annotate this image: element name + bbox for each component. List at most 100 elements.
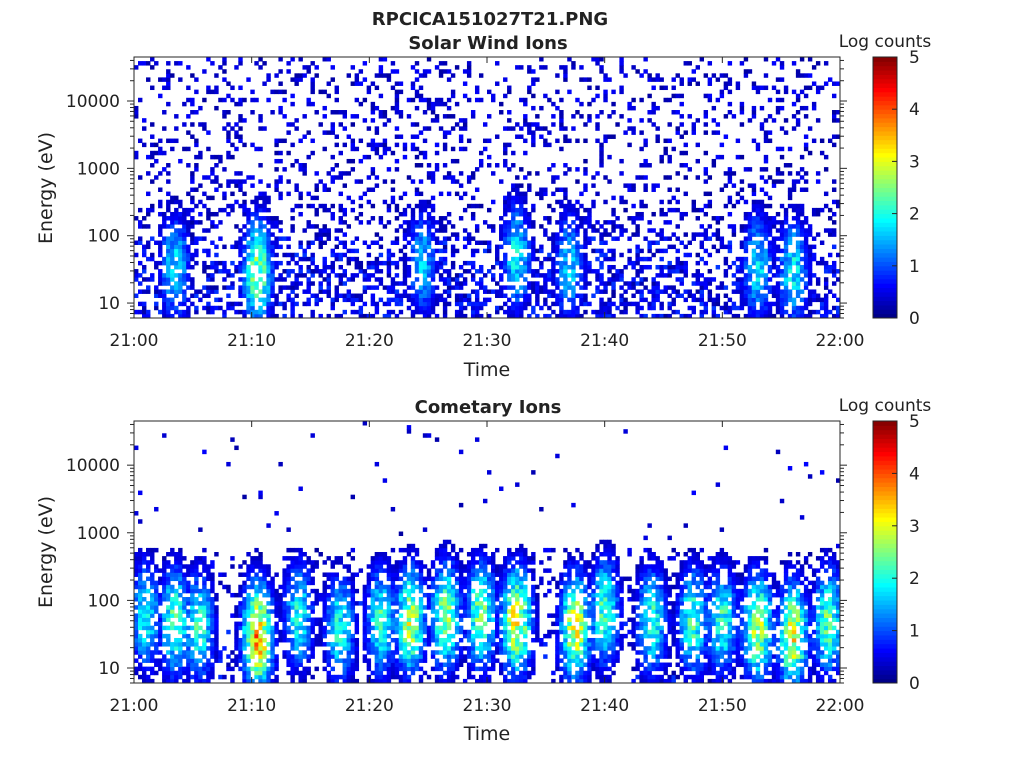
spectrogram-cell <box>358 203 364 209</box>
spectrogram-cell <box>358 260 364 266</box>
spectrogram-cell <box>507 313 512 319</box>
spectrogram-cell <box>555 240 560 245</box>
spectrogram-cell <box>250 297 255 303</box>
spectrogram-cell <box>246 670 251 676</box>
spectrogram-cell <box>198 122 203 127</box>
spectrogram-cell <box>198 211 203 217</box>
spectrogram-cell <box>454 273 460 278</box>
spectrogram-cell <box>759 199 765 205</box>
spectrogram-cell <box>599 309 604 315</box>
spectrogram-cell <box>242 232 247 237</box>
spectrogram-cell <box>603 73 608 78</box>
spectrogram-cell <box>174 236 179 241</box>
spectrogram-cell <box>751 114 757 119</box>
spectrogram-cell <box>527 301 532 307</box>
spectrogram-cell <box>495 260 500 266</box>
spectrogram-cell <box>182 289 187 294</box>
spectrogram-cell <box>202 576 207 582</box>
spectrogram-cell <box>230 678 235 684</box>
spectrogram-cell <box>338 122 343 127</box>
spectrogram-cell <box>739 289 745 294</box>
spectrogram-cell <box>458 281 464 286</box>
spectrogram-cell <box>819 150 825 156</box>
spectrogram-cell <box>326 678 331 684</box>
spectrogram-cell <box>218 236 223 241</box>
spectrogram-cell <box>743 301 749 307</box>
spectrogram-cell <box>322 183 327 188</box>
spectrogram-cell <box>310 313 315 319</box>
spectrogram-cell <box>274 158 279 164</box>
spectrogram-cell <box>410 285 416 290</box>
spectrogram-cell <box>370 81 376 86</box>
colorbar-label: Log counts <box>839 32 932 52</box>
spectrogram-cell <box>599 232 604 237</box>
spectrogram-cell <box>727 297 733 303</box>
spectrogram-cell <box>234 642 239 647</box>
spectrogram-cell <box>511 220 516 225</box>
spectrogram-cell <box>515 228 520 233</box>
spectrogram-cell <box>482 289 488 294</box>
spectrogram-cell <box>282 637 287 643</box>
spectrogram-cell <box>274 637 279 643</box>
spectrogram-cell <box>723 305 729 311</box>
spectrogram-cell <box>246 256 251 262</box>
spectrogram-cell <box>767 309 773 315</box>
spectrogram-cell <box>282 285 287 290</box>
spectrogram-cell <box>775 110 781 115</box>
spectrogram-cell <box>579 273 584 278</box>
spectrogram-cell <box>210 625 215 631</box>
spectrogram-cell <box>214 305 219 311</box>
spectrogram-cell <box>759 232 765 237</box>
spectrogram-cell <box>531 273 536 278</box>
spectrogram-cell <box>595 138 600 144</box>
spectrogram-cell <box>354 248 360 254</box>
spectrogram-cell <box>667 264 672 270</box>
spectrogram-cell <box>767 289 773 294</box>
spectrogram-cell <box>575 167 580 172</box>
spectrogram-cell <box>170 73 175 78</box>
spectrogram-cell <box>254 211 259 217</box>
spectrogram-cell <box>659 236 664 241</box>
spectrogram-cell <box>294 588 299 594</box>
spectrogram-cell <box>382 150 388 156</box>
spectrogram-cell <box>691 130 696 135</box>
spectrogram-cell <box>282 167 287 172</box>
spectrogram-cell <box>322 130 327 135</box>
spectrogram-cell <box>174 654 179 659</box>
spectrogram-cell <box>258 232 263 237</box>
spectrogram-cell <box>186 277 191 282</box>
spectrogram-cell <box>390 69 396 74</box>
spectrogram-cell <box>306 625 311 631</box>
spectrogram-cell <box>146 576 151 582</box>
spectrogram-cell <box>619 114 624 119</box>
spectrogram-cell <box>318 244 323 250</box>
spectrogram-cell <box>563 236 568 241</box>
spectrogram-cell <box>254 207 259 213</box>
spectrogram-cell <box>158 568 163 573</box>
spectrogram-cell <box>595 277 600 282</box>
spectrogram-cell <box>491 224 496 229</box>
spectrogram-cell <box>779 154 785 160</box>
spectrogram-cell <box>543 191 548 197</box>
spectrogram-cell <box>458 118 464 123</box>
spectrogram-cell <box>238 228 243 233</box>
spectrogram-cell <box>422 199 428 205</box>
spectrogram-cell <box>134 572 139 577</box>
spectrogram-cell <box>310 654 315 659</box>
spectrogram-cell <box>214 224 219 229</box>
spectrogram-cell <box>679 216 684 221</box>
spectrogram-cell <box>775 264 781 270</box>
spectrogram-cell <box>178 572 183 577</box>
spectrogram-cell <box>571 232 576 237</box>
spectrogram-cell <box>827 228 833 233</box>
spectrogram-cell <box>815 277 821 282</box>
spectrogram-cell <box>474 281 480 286</box>
spectrogram-cell <box>791 301 797 307</box>
spectrogram-cell <box>723 301 729 307</box>
spectrogram-cell <box>394 110 400 115</box>
spectrogram-cell <box>210 572 215 577</box>
spectrogram-cell <box>615 277 620 282</box>
spectrogram-cell <box>278 195 283 201</box>
spectrogram-cell <box>162 633 167 639</box>
spectrogram-cell <box>246 625 251 631</box>
